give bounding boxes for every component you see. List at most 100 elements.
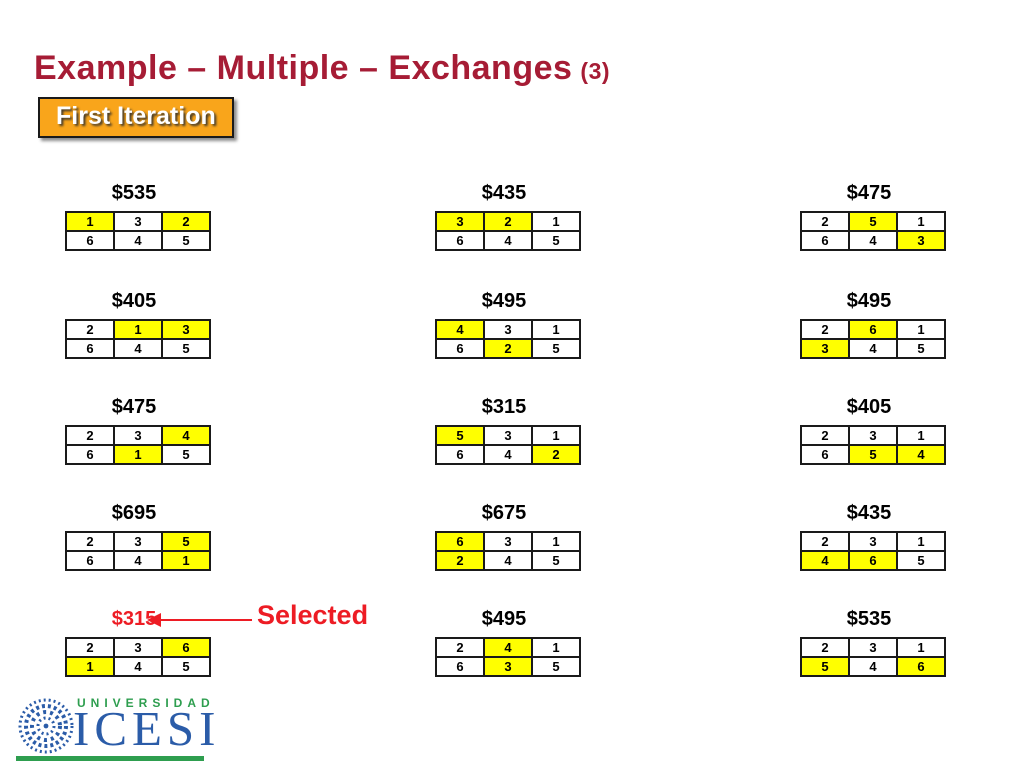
table-cell: 6 (435, 444, 485, 465)
cost-label: $475 (111, 396, 157, 418)
table-cell-highlighted: 2 (161, 211, 211, 232)
table-cell: 1 (896, 637, 946, 658)
cost-table-group: $495 2 6 1 3 4 5 (800, 289, 946, 359)
cost-table-group: $405 2 1 3 6 4 5 (65, 289, 211, 359)
table-cell-highlighted: 5 (848, 211, 898, 232)
table-cell: 6 (435, 338, 485, 359)
table-cell: 1 (531, 425, 581, 446)
table-cell: 2 (435, 637, 485, 658)
table-cell-highlighted: 6 (848, 550, 898, 571)
table-cell-highlighted: 3 (435, 211, 485, 232)
table-cell: 3 (113, 211, 163, 232)
cost-label: $495 (846, 290, 892, 312)
table-cell-highlighted: 2 (483, 211, 533, 232)
cost-table-group: $675 6 3 1 2 4 5 (435, 501, 581, 571)
table-cell: 3 (113, 425, 163, 446)
table-cell-highlighted: 5 (800, 656, 850, 677)
table-cell-highlighted: 1 (65, 211, 115, 232)
table-cell: 4 (483, 230, 533, 251)
table-cell-highlighted: 6 (435, 531, 485, 552)
table-cell-highlighted: 3 (483, 656, 533, 677)
table-cell: 3 (483, 319, 533, 340)
cost-label: $435 (846, 502, 892, 524)
first-iteration-badge: First Iteration (38, 97, 234, 138)
table-cell: 4 (848, 230, 898, 251)
left-arrow-line (160, 619, 252, 621)
table-cell: 4 (113, 656, 163, 677)
table-cell-highlighted: 3 (896, 230, 946, 251)
table-cell: 5 (161, 230, 211, 251)
cost-table-group: $315 5 3 1 6 4 2 (435, 395, 581, 465)
cost-table-group: $475 2 3 4 6 1 5 (65, 395, 211, 465)
selected-cost-label: $315 (111, 608, 157, 630)
table-cell: 4 (483, 550, 533, 571)
table-cell-highlighted: 5 (161, 531, 211, 552)
table-cell: 3 (483, 531, 533, 552)
cost-label: $495 (481, 290, 527, 312)
rosette-mandala-icon (18, 697, 74, 760)
table-cell: 2 (65, 531, 115, 552)
table-cell: 6 (800, 230, 850, 251)
table-cell: 5 (531, 656, 581, 677)
table-cell: 6 (435, 656, 485, 677)
table-cell-highlighted: 1 (161, 550, 211, 571)
table-cell-highlighted: 4 (800, 550, 850, 571)
table-cell-highlighted: 2 (435, 550, 485, 571)
table-cell: 3 (848, 637, 898, 658)
table-cell: 4 (483, 444, 533, 465)
table-cell: 4 (848, 338, 898, 359)
left-arrow-icon (147, 613, 161, 627)
table-cell-highlighted: 5 (848, 444, 898, 465)
cost-label: $315 (481, 396, 527, 418)
table-cell: 1 (896, 531, 946, 552)
table-cell: 3 (483, 425, 533, 446)
table-cell: 2 (800, 211, 850, 232)
table-cell-highlighted: 6 (896, 656, 946, 677)
table-cell: 1 (896, 211, 946, 232)
table-cell: 1 (531, 319, 581, 340)
table-cell: 6 (65, 444, 115, 465)
cost-table-group: $405 2 3 1 6 5 4 (800, 395, 946, 465)
table-cell: 2 (800, 637, 850, 658)
cost-table-group: $315 2 3 6 1 4 5 (65, 607, 211, 677)
cost-table-group: $495 4 3 1 6 2 5 (435, 289, 581, 359)
table-cell: 1 (896, 425, 946, 446)
table-cell-highlighted: 2 (483, 338, 533, 359)
table-cell-highlighted: 3 (800, 338, 850, 359)
cost-label: $405 (846, 396, 892, 418)
cost-label: $675 (481, 502, 527, 524)
table-cell: 1 (531, 211, 581, 232)
cost-label: $405 (111, 290, 157, 312)
table-cell: 3 (848, 531, 898, 552)
table-cell: 2 (65, 637, 115, 658)
logo-universidad-text: UNIVERSIDAD (77, 696, 215, 710)
table-cell: 6 (65, 338, 115, 359)
table-cell: 5 (531, 550, 581, 571)
